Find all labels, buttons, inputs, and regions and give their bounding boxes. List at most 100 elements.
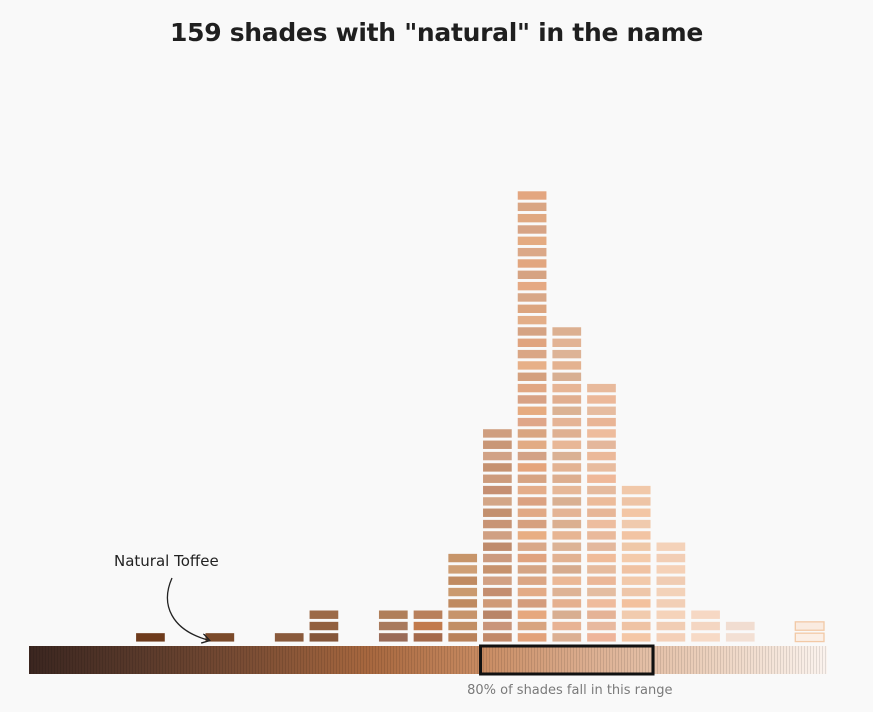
shade-cell	[517, 395, 547, 404]
shade-cell	[517, 202, 547, 212]
annotation-arrow	[167, 577, 207, 640]
shade-cell	[621, 508, 651, 517]
shade-cell	[483, 599, 512, 608]
shade-cell	[517, 565, 547, 574]
annotation-natural-toffee: Natural Toffee	[114, 552, 219, 570]
histogram-bar	[656, 542, 686, 642]
histogram-bar	[483, 429, 512, 642]
shade-cell	[517, 429, 547, 438]
shade-cell	[483, 531, 512, 540]
shade-cell	[587, 553, 616, 563]
histogram-bar	[309, 610, 339, 642]
shade-cell	[483, 576, 512, 585]
shade-cell	[483, 485, 512, 495]
shade-cell	[587, 406, 616, 415]
highlight-range-group: 80% of shades fall in this range	[467, 644, 672, 698]
shade-cell	[587, 587, 616, 597]
shade-cell	[448, 565, 478, 574]
shade-cell	[517, 327, 547, 336]
shade-cell	[517, 281, 547, 291]
shade-cell	[656, 599, 686, 608]
shade-cell	[483, 508, 512, 517]
shade-cell	[621, 531, 651, 540]
shade-cell	[691, 610, 720, 619]
shade-cell	[656, 633, 686, 642]
shade-cell	[517, 485, 547, 495]
shade-cell	[483, 587, 512, 597]
shade-cell	[517, 338, 547, 347]
shade-cell	[587, 383, 616, 393]
shade-cell	[517, 497, 547, 506]
shade-cell	[483, 610, 512, 619]
chart-title: 159 shades with "natural" in the name	[170, 18, 703, 47]
shade-cell	[483, 542, 512, 551]
shade-cell	[621, 576, 651, 585]
shade-cell	[552, 338, 582, 347]
shade-cell	[517, 542, 547, 551]
shade-cell	[656, 610, 686, 619]
shade-cell	[517, 463, 547, 472]
shade-cell	[483, 474, 512, 483]
shade-cell	[517, 372, 547, 381]
shade-cell	[656, 553, 686, 563]
shade-cell	[621, 542, 651, 551]
shade-cell	[552, 497, 582, 506]
shade-cell	[656, 587, 686, 597]
shade-cell	[552, 621, 582, 631]
shade-cell	[587, 497, 616, 506]
shade-cell	[552, 519, 582, 529]
shade-cell	[552, 531, 582, 540]
shade-cell	[483, 463, 512, 472]
histogram-bars	[136, 191, 825, 643]
shade-cell	[517, 191, 547, 200]
shade-cell	[587, 417, 616, 427]
shade-cell	[552, 417, 582, 427]
shade-cell	[517, 474, 547, 483]
shade-cell	[587, 463, 616, 472]
shade-cell	[621, 485, 651, 495]
shade-cell	[205, 633, 235, 642]
shade-cell	[552, 327, 582, 336]
shade-cell	[552, 349, 582, 359]
shade-cell	[725, 621, 755, 631]
shade-cell	[587, 429, 616, 438]
shade-cell	[483, 621, 512, 631]
shade-cell	[517, 349, 547, 359]
shade-cell	[517, 259, 547, 268]
shade-cell	[552, 565, 582, 574]
shade-cell	[517, 417, 547, 427]
gradient-band-stripes	[29, 646, 827, 674]
color-gradient-band	[29, 646, 827, 674]
histogram-bar	[448, 553, 478, 642]
shade-cell	[621, 633, 651, 642]
shade-cell	[274, 633, 304, 642]
shade-cell	[448, 610, 478, 619]
shade-cell	[517, 270, 547, 280]
histogram-bar	[587, 383, 616, 642]
shade-cell	[448, 599, 478, 608]
shade-cell	[413, 621, 443, 631]
shade-cell	[517, 440, 547, 449]
shade-cell	[448, 576, 478, 585]
shade-cell	[517, 599, 547, 608]
shade-cell	[378, 621, 408, 631]
shade-cell	[517, 361, 547, 370]
shade-cell	[552, 361, 582, 370]
highlight-range-box	[479, 644, 655, 676]
shade-cell	[552, 633, 582, 642]
shade-cell	[483, 565, 512, 574]
shade-cell	[136, 633, 165, 642]
histogram-bar	[413, 610, 443, 642]
shade-cell	[587, 633, 616, 642]
shade-cell	[587, 451, 616, 461]
annotation-group: Natural Toffee	[114, 552, 219, 640]
shade-cell	[621, 599, 651, 608]
shade-cell	[552, 383, 582, 393]
shade-cell	[517, 531, 547, 540]
shade-cell	[517, 587, 547, 597]
shade-cell	[725, 633, 755, 642]
shade-cell	[552, 440, 582, 449]
shade-cell	[517, 315, 547, 325]
shade-cell	[621, 497, 651, 506]
